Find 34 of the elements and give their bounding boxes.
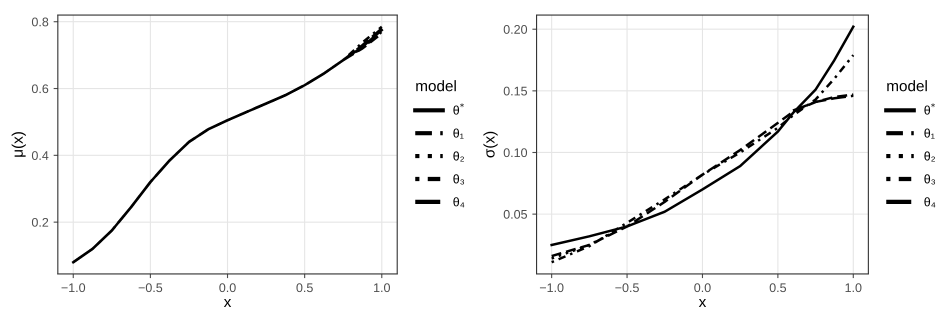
legend-label: θ₃ xyxy=(924,174,936,184)
legend-label: θ₄ xyxy=(924,197,936,208)
legend-label: θ$^{*}$ xyxy=(924,103,935,115)
y-tick-label: 0.10 xyxy=(504,148,528,158)
legend-label: θ$^{*}$ xyxy=(453,103,464,115)
x-tick-label: 0.0 xyxy=(694,283,711,292)
y-tick-label: 0.8 xyxy=(32,18,48,26)
legend-label: θ₂ xyxy=(924,151,935,162)
legend-label: θ₁ xyxy=(924,128,935,139)
x-tick-label: −0.5 xyxy=(615,283,639,292)
y-axis-title: σ(x) xyxy=(483,132,498,158)
y-tick-label: 0.6 xyxy=(32,84,48,94)
x-tick-label: −1.0 xyxy=(540,283,564,292)
x-axis-title: x xyxy=(224,298,232,308)
y-tick-label: 0.20 xyxy=(504,25,528,34)
x-tick-label: 0.0 xyxy=(219,283,236,292)
x-tick-label: −0.5 xyxy=(138,283,162,292)
x-tick-label: 1.0 xyxy=(846,283,862,292)
legend-title: model xyxy=(887,80,927,92)
legend-label: θ₃ xyxy=(453,174,464,184)
x-tick-label: 0.5 xyxy=(296,283,313,292)
y-tick-label: 0.05 xyxy=(504,210,528,219)
x-tick-label: 0.5 xyxy=(770,283,786,292)
legend-label: θ₁ xyxy=(453,128,464,139)
legend-label: θ₄ xyxy=(453,197,464,208)
x-tick-label: −1.0 xyxy=(62,283,86,292)
y-axis-title: μ(x) xyxy=(12,132,26,157)
x-tick-label: 1.0 xyxy=(374,283,390,292)
y-tick-label: 0.4 xyxy=(32,151,48,160)
y-tick-label: 0.15 xyxy=(504,86,528,96)
y-tick-label: 0.2 xyxy=(32,218,48,227)
x-axis-title: x xyxy=(698,298,706,308)
legend-label: θ₂ xyxy=(453,151,464,162)
legend-title: model xyxy=(416,80,456,92)
